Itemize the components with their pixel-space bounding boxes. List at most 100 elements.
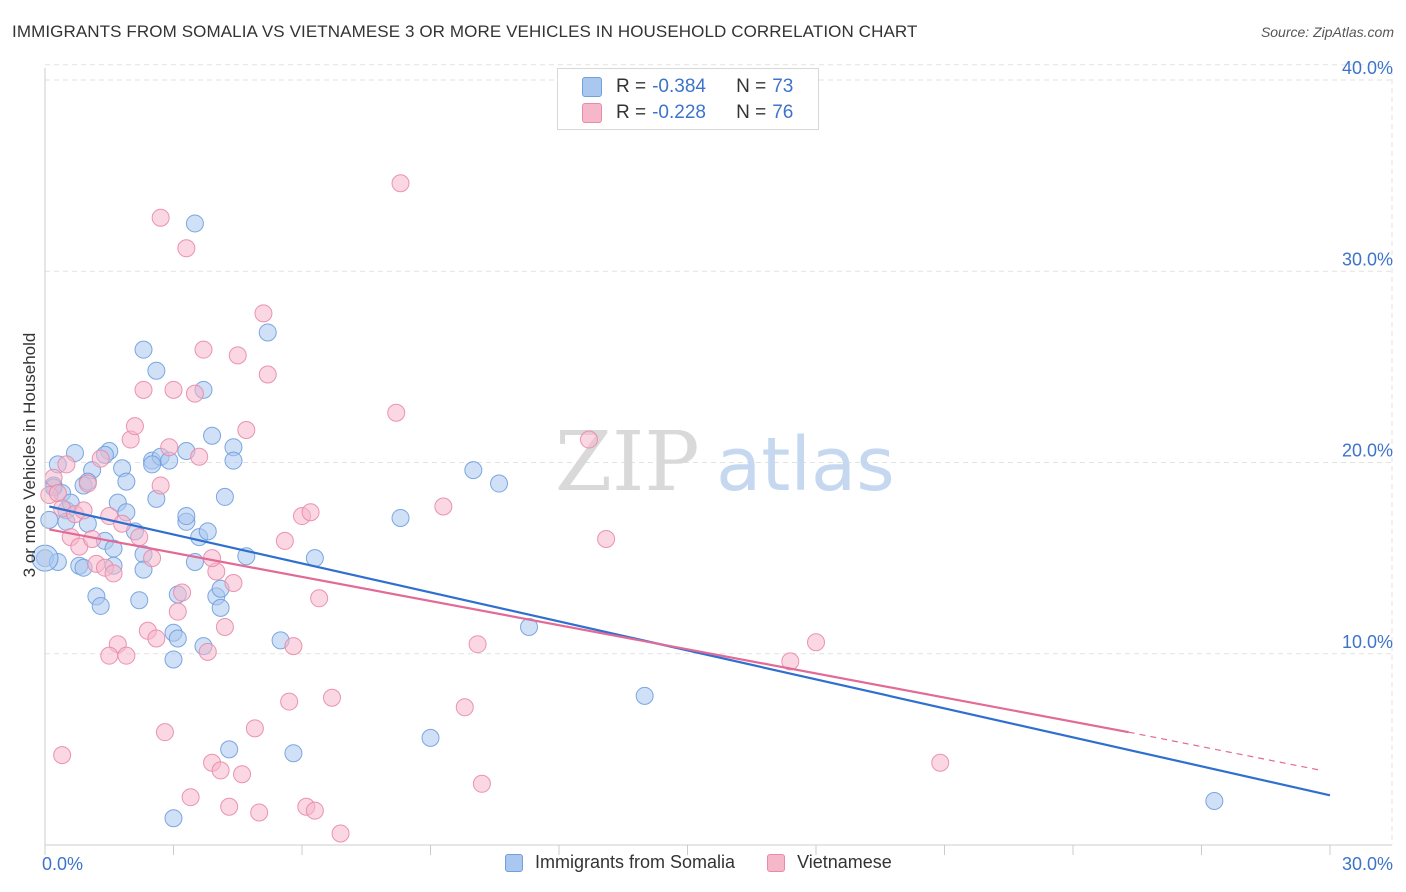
vietnamese-point — [44, 468, 63, 487]
x-tick-label: 0.0% — [42, 854, 83, 874]
somalia-point — [168, 629, 187, 648]
vietnamese-point — [194, 340, 213, 359]
vietnamese-point — [100, 646, 119, 665]
vietnamese-point — [220, 797, 239, 816]
n-label: N = — [736, 102, 767, 123]
bottom-legend: Immigrants from Somalia Vietnamese — [505, 852, 924, 873]
vietnamese-point — [211, 761, 230, 780]
vietnamese-trendline-extension — [1128, 731, 1322, 772]
watermark: ZIP atlas — [555, 415, 895, 510]
vietnamese-point — [57, 455, 76, 474]
vietnamese-trendline — [49, 528, 1129, 734]
vietnamese-point — [781, 652, 800, 671]
x-tick-label: 30.0% — [1342, 854, 1393, 874]
somalia-point — [91, 596, 110, 615]
somalia-point — [164, 809, 183, 828]
vietnamese-point — [434, 497, 453, 516]
vietnamese-point — [301, 503, 320, 522]
stats-row-vietnamese: R = -0.228 N = 76 — [558, 100, 793, 126]
vietnamese-point — [250, 803, 269, 822]
somalia-point — [185, 214, 204, 233]
vietnamese-point — [143, 549, 162, 568]
grid-layer — [45, 64, 1393, 845]
somalia-trendline — [49, 505, 1331, 797]
vietnamese-point — [155, 723, 174, 742]
vietnamese-point — [125, 417, 144, 436]
vietnamese-point — [185, 384, 204, 403]
somalia-point — [130, 591, 149, 610]
vietnamese-point — [104, 564, 123, 583]
source-label: Source: ZipAtlas.com — [1260, 24, 1394, 40]
y-tick-label: 10.0% — [1342, 632, 1393, 652]
vietnamese-point — [237, 420, 256, 439]
vietnamese-point — [284, 637, 303, 656]
vietnamese-point — [387, 403, 406, 422]
vietnamese-point — [275, 531, 294, 550]
somalia-point — [215, 487, 234, 506]
somalia-swatch — [582, 77, 602, 97]
vietnamese-point — [53, 746, 72, 765]
vietnamese-point — [164, 380, 183, 399]
legend-item-vietnamese[interactable]: Vietnamese — [767, 852, 892, 873]
vietnamese-point — [91, 449, 110, 468]
vietnamese-point — [305, 801, 324, 820]
vietnamese-point — [391, 174, 410, 193]
n-value: 76 — [772, 102, 794, 123]
legend-item-somalia[interactable]: Immigrants from Somalia — [505, 852, 735, 873]
legend-label: Immigrants from Somalia — [535, 852, 736, 872]
vietnamese-point — [147, 629, 166, 648]
chart-title: IMMIGRANTS FROM SOMALIA VS VIETNAMESE 3 … — [12, 22, 918, 41]
vietnamese-point — [173, 583, 192, 602]
vietnamese-point — [254, 304, 273, 323]
somalia-point — [220, 740, 239, 759]
vietnamese-point — [151, 208, 170, 227]
n-label: N = — [736, 76, 767, 97]
watermark-atlas: atlas — [716, 422, 895, 508]
somalia-point — [211, 598, 230, 617]
vietnamese-point — [280, 692, 299, 711]
vietnamese-point — [579, 430, 598, 449]
vietnamese-point — [215, 617, 234, 636]
vietnamese-point — [198, 642, 217, 661]
vietnamese-point — [233, 765, 252, 784]
vietnamese-point — [468, 635, 487, 654]
stats-row-somalia: R = -0.384 N = 73 — [558, 74, 793, 100]
vietnamese-point — [258, 365, 277, 384]
vietnamese-legend-swatch — [767, 853, 786, 872]
y-tick-label: 20.0% — [1342, 441, 1393, 461]
vietnamese-point — [807, 633, 825, 652]
somalia-point — [117, 472, 136, 491]
r-value: -0.228 — [652, 102, 706, 123]
somalia-point — [164, 650, 183, 669]
vietnamese-point — [151, 476, 170, 495]
somalia-point — [224, 451, 243, 470]
vietnamese-point — [177, 239, 196, 258]
somalia-point — [177, 507, 196, 526]
somalia-point — [635, 686, 654, 705]
legend-label: Vietnamese — [797, 852, 892, 872]
axis-layer: 10.0% 20.0% 30.0% 40.0% 0.0% 30.0% — [42, 58, 1393, 874]
vietnamese-point — [472, 774, 491, 793]
somalia-point — [490, 474, 509, 493]
y-axis-label: 3 or more Vehicles in Household — [20, 332, 39, 578]
vietnamese-point — [181, 788, 200, 807]
vietnamese-point — [310, 589, 329, 608]
n-value: 73 — [772, 76, 794, 97]
y-tick-label: 30.0% — [1342, 249, 1393, 269]
vietnamese-point — [224, 573, 243, 592]
somalia-point — [198, 522, 217, 541]
vietnamese-point — [117, 646, 136, 665]
vietnamese-point — [331, 824, 350, 843]
trend-layer — [49, 505, 1331, 797]
vietnamese-point — [597, 530, 616, 548]
somalia-point — [1205, 792, 1224, 811]
vietnamese-point — [160, 438, 179, 457]
vietnamese-point — [78, 474, 97, 493]
somalia-point — [258, 323, 277, 342]
somalia-point — [143, 455, 162, 474]
vietnamese-swatch — [582, 103, 602, 123]
vietnamese-point — [190, 447, 209, 466]
vietnamese-point — [130, 528, 149, 547]
somalia-point — [203, 426, 222, 445]
